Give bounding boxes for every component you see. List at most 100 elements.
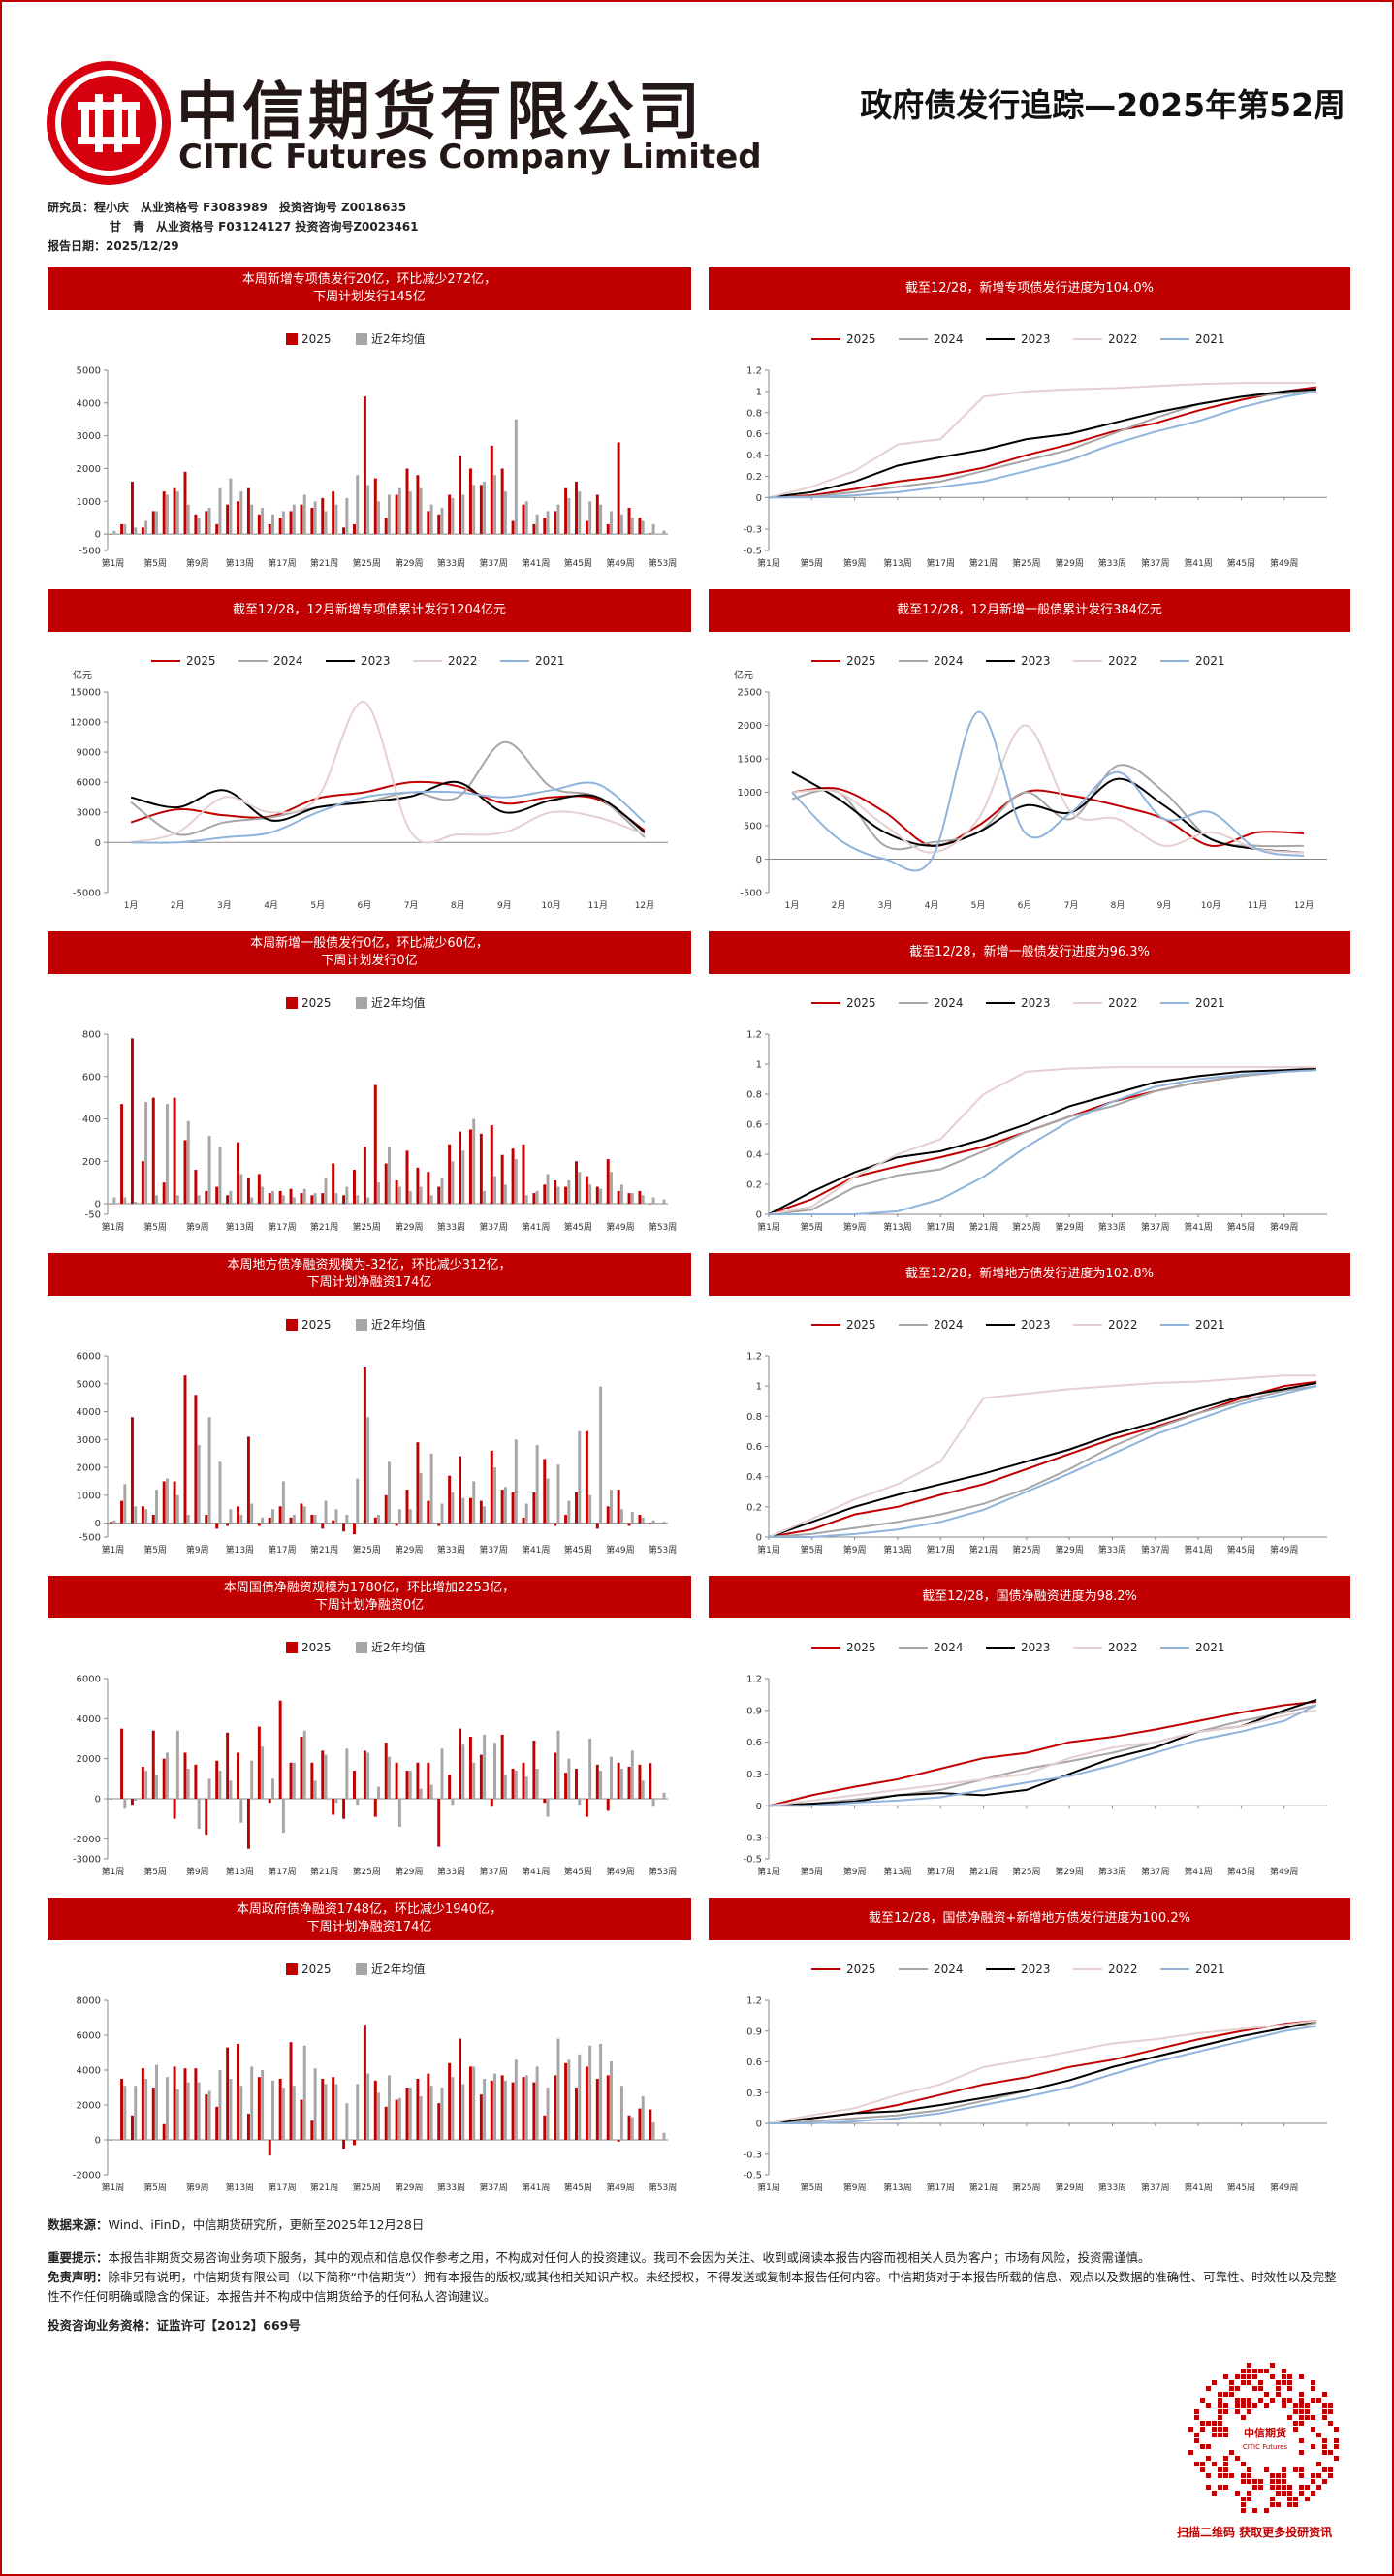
bar bbox=[556, 1464, 560, 1524]
bar bbox=[556, 504, 560, 535]
legend-label: 2023 bbox=[1021, 654, 1051, 668]
x-tick-label: 第49周 bbox=[606, 1221, 634, 1233]
chart-banner: 截至12/28，国债净融资+新增地方债发行进度为100.2% bbox=[709, 1898, 1350, 1940]
y-tick-label: 0.9 bbox=[746, 1706, 762, 1716]
x-tick-label: 第9周 bbox=[843, 2182, 867, 2193]
bar bbox=[599, 504, 603, 535]
chart-banner: 截至12/28，新增一般债发行进度为96.3% bbox=[709, 931, 1350, 974]
bar bbox=[440, 508, 444, 535]
bar bbox=[427, 1172, 430, 1205]
bar bbox=[405, 468, 409, 535]
bar bbox=[112, 1520, 116, 1524]
bar bbox=[134, 2086, 138, 2140]
bar bbox=[345, 1748, 349, 1799]
qr-dot bbox=[1299, 2374, 1304, 2379]
bar bbox=[459, 1728, 462, 1799]
y-tick-label: -500 bbox=[79, 547, 101, 557]
chart-panel: 截至12/28，国债净融资+新增地方债发行进度为100.2% -0.5 -0.3 0 0… bbox=[709, 1898, 1350, 2212]
bar bbox=[493, 1176, 497, 1205]
chart: -500 200 400 600 800 第1周 第5周 第9周 第13周 第17周 第21周 第25… bbox=[82, 995, 677, 1233]
qr-dot bbox=[1218, 2473, 1222, 2478]
banner-line: 截至12/28，新增专项债发行进度为104.0% bbox=[904, 281, 1155, 296]
qr-dot bbox=[1328, 2450, 1333, 2455]
bar bbox=[239, 1514, 243, 1524]
x-tick-label: 10月 bbox=[541, 900, 560, 911]
y-tick-label: 0.6 bbox=[746, 2058, 762, 2068]
qr-dot bbox=[1223, 2433, 1228, 2437]
bar bbox=[554, 1523, 557, 1526]
x-tick-label: 7月 bbox=[1064, 900, 1079, 911]
bar bbox=[384, 1494, 388, 1524]
bar bbox=[511, 1769, 515, 1799]
y-tick-label: 0.9 bbox=[746, 2026, 762, 2037]
bar bbox=[472, 485, 476, 535]
bar bbox=[459, 2038, 462, 2140]
qr-dot bbox=[1282, 2380, 1286, 2385]
bar bbox=[151, 1730, 155, 1799]
bar bbox=[175, 1730, 179, 1799]
qr-dot bbox=[1270, 2479, 1275, 2484]
bar bbox=[197, 518, 201, 535]
bar bbox=[610, 511, 613, 535]
qr-dot bbox=[1247, 2473, 1251, 2478]
x-tick-label: 3月 bbox=[878, 900, 893, 911]
x-tick-label: 第17周 bbox=[268, 1544, 296, 1555]
bar bbox=[183, 1752, 187, 1799]
bar bbox=[373, 1799, 377, 1817]
company-cn: 中信期货有限公司 bbox=[176, 77, 704, 148]
bar bbox=[532, 1741, 536, 1799]
bar bbox=[268, 1193, 271, 1205]
qr-dot bbox=[1322, 2450, 1327, 2455]
bar bbox=[281, 1195, 285, 1205]
bar bbox=[250, 2066, 254, 2140]
x-tick-label: 第41周 bbox=[522, 1866, 550, 1877]
x-tick-label: 第33周 bbox=[1098, 1866, 1126, 1877]
bar bbox=[144, 2079, 148, 2140]
bar bbox=[606, 2075, 610, 2140]
bar bbox=[332, 1520, 335, 1524]
bar bbox=[186, 2082, 190, 2140]
x-tick-label: 第25周 bbox=[352, 557, 380, 569]
bar bbox=[134, 1201, 138, 1205]
bar bbox=[197, 1445, 201, 1524]
x-tick-label: 第45周 bbox=[1227, 557, 1255, 569]
bar bbox=[578, 2054, 582, 2140]
line bbox=[768, 1067, 1317, 1215]
x-tick-label: 第45周 bbox=[1227, 2182, 1255, 2193]
x-tick-label: 第29周 bbox=[1055, 1866, 1083, 1877]
bar bbox=[405, 1150, 409, 1205]
bar bbox=[112, 1197, 116, 1205]
banner-line: 本周国债净融资规模为1780亿，环比增加2253亿， bbox=[223, 1581, 516, 1595]
bar bbox=[151, 1097, 155, 1205]
bar bbox=[472, 1762, 476, 1799]
y-tick-label: 0.6 bbox=[746, 1738, 762, 1748]
qr-dot bbox=[1247, 2497, 1251, 2501]
legend-label: 2021 bbox=[1195, 1318, 1225, 1332]
banner-line: 截至12/28，12月新增一般债累计发行384亿元 bbox=[897, 603, 1162, 617]
bar bbox=[554, 2075, 557, 2140]
bar bbox=[651, 2122, 655, 2140]
qr-dot bbox=[1270, 2497, 1275, 2501]
bar bbox=[205, 1514, 208, 1524]
legend-label: 近2年均值 bbox=[371, 1317, 426, 1332]
bar bbox=[543, 1459, 547, 1524]
x-tick-label: 第45周 bbox=[564, 1544, 592, 1555]
chart: -500 0 500 1000 1500 2000 2500 1月 2月 3月 4月 5月 6月 7月 8月… bbox=[734, 654, 1327, 911]
bar bbox=[405, 1490, 409, 1524]
chart: -500 0 1000 2000 3000 4000 5000 6000 第1周 第5周 第9周 第1… bbox=[77, 1317, 678, 1555]
qr-dot bbox=[1252, 2508, 1257, 2513]
legend-label: 近2年均值 bbox=[371, 331, 426, 346]
bar bbox=[610, 2061, 613, 2140]
legend-swatch bbox=[286, 333, 298, 345]
qr-dot bbox=[1328, 2409, 1333, 2414]
bar bbox=[120, 1500, 124, 1524]
bar bbox=[610, 1490, 613, 1524]
bar bbox=[416, 2079, 420, 2140]
qr-dot bbox=[1212, 2380, 1217, 2385]
x-tick-label: 第29周 bbox=[395, 2182, 423, 2193]
chart-banner: 截至12/28，新增地方债发行进度为102.8% bbox=[709, 1253, 1350, 1296]
bar bbox=[419, 487, 423, 535]
author-line: 研究员：程小庆 从业资格号 F3083989 投资咨询号 Z0018635 bbox=[48, 201, 407, 214]
bar bbox=[250, 1503, 254, 1524]
legend-label: 2025 bbox=[846, 332, 876, 346]
